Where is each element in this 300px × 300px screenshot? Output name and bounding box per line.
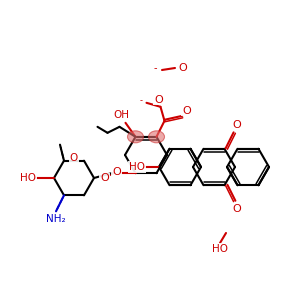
Text: O: O	[178, 63, 188, 73]
Ellipse shape	[128, 131, 143, 143]
Text: O: O	[232, 204, 241, 214]
Text: HO: HO	[129, 162, 145, 172]
Text: HO: HO	[20, 173, 36, 183]
Ellipse shape	[148, 131, 164, 143]
Text: NH₂: NH₂	[46, 214, 66, 224]
Text: HO: HO	[212, 244, 228, 254]
Text: O: O	[112, 167, 121, 177]
Text: O: O	[182, 106, 191, 116]
Text: O: O	[232, 120, 241, 130]
Text: -: -	[140, 96, 143, 105]
Text: OH: OH	[113, 110, 130, 120]
Text: O: O	[70, 153, 78, 163]
Text: O: O	[154, 95, 163, 105]
Text: -: -	[153, 63, 157, 73]
Text: O: O	[100, 173, 109, 183]
